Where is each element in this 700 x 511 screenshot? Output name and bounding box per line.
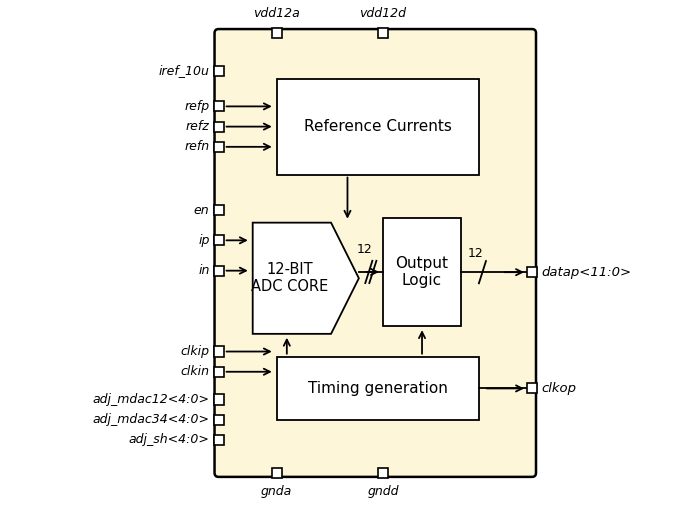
Bar — [383, 218, 461, 326]
Text: in: in — [198, 264, 209, 277]
Text: Output
Logic: Output Logic — [395, 256, 449, 288]
Bar — [214, 415, 223, 425]
Bar — [214, 142, 223, 152]
Text: iref_10u: iref_10u — [159, 64, 209, 78]
Text: vdd12a: vdd12a — [253, 8, 300, 20]
Text: clkip: clkip — [181, 345, 209, 358]
Text: gndd: gndd — [367, 485, 398, 498]
Text: refp: refp — [184, 100, 209, 113]
Text: Reference Currents: Reference Currents — [304, 119, 452, 134]
Bar — [214, 266, 223, 276]
Bar — [276, 79, 479, 175]
Bar — [214, 346, 223, 357]
Bar — [214, 122, 223, 132]
Text: adj_mdac12<4:0>: adj_mdac12<4:0> — [92, 393, 209, 406]
Text: clkin: clkin — [181, 365, 209, 378]
Bar — [214, 367, 223, 377]
Bar — [272, 468, 282, 478]
Bar — [527, 267, 537, 277]
Text: vdd12d: vdd12d — [359, 8, 407, 20]
Text: adj_mdac34<4:0>: adj_mdac34<4:0> — [92, 413, 209, 426]
Bar — [272, 28, 282, 38]
Text: datap<11:0>: datap<11:0> — [541, 266, 631, 278]
Bar — [214, 205, 223, 215]
Text: 12: 12 — [357, 243, 372, 256]
Bar — [214, 66, 223, 76]
Text: Timing generation: Timing generation — [308, 381, 448, 396]
FancyBboxPatch shape — [214, 29, 536, 477]
Text: en: en — [194, 203, 209, 217]
Text: 12-BIT
ADC CORE: 12-BIT ADC CORE — [251, 262, 328, 294]
Bar — [378, 468, 388, 478]
Bar — [527, 383, 537, 393]
Polygon shape — [253, 223, 359, 334]
Text: ip: ip — [198, 234, 209, 247]
Text: 12: 12 — [468, 246, 484, 260]
Text: adj_sh<4:0>: adj_sh<4:0> — [129, 433, 209, 447]
Bar — [276, 357, 479, 420]
Text: gnda: gnda — [261, 485, 293, 498]
Bar — [214, 235, 223, 245]
Text: refz: refz — [186, 120, 209, 133]
Bar — [214, 394, 223, 405]
Bar — [214, 435, 223, 445]
Bar — [378, 28, 388, 38]
Bar — [214, 101, 223, 111]
Text: refn: refn — [184, 141, 209, 153]
Text: clkop: clkop — [541, 382, 576, 395]
